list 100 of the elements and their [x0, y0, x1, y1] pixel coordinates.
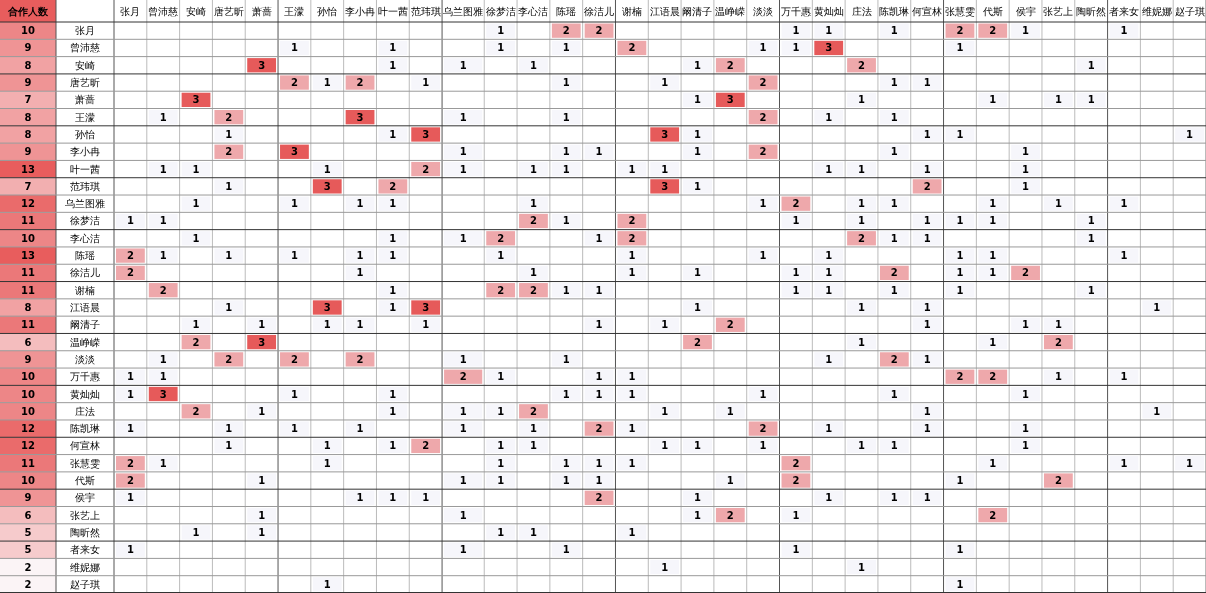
y-tick-label: 代斯 — [74, 475, 95, 487]
y2-tick-label: 11 — [21, 457, 35, 469]
data-label: 1 — [529, 198, 537, 210]
data-label: 1 — [858, 94, 866, 106]
data-label: 1 — [923, 405, 931, 417]
data-label: 1 — [989, 457, 997, 469]
data-label: 1 — [1186, 457, 1194, 469]
data-label: 1 — [562, 284, 570, 296]
data-label: 1 — [192, 526, 200, 538]
data-label: 2 — [989, 25, 997, 37]
y-tick-label: 赵子琪 — [70, 578, 100, 590]
data-label: 1 — [694, 302, 702, 313]
data-label: 2 — [989, 509, 997, 521]
data-label: 2 — [759, 423, 767, 435]
data-label: 1 — [956, 42, 964, 54]
data-label: 1 — [1022, 146, 1030, 158]
y-tick-label: 者来女 — [70, 544, 100, 556]
data-label: 1 — [225, 250, 233, 262]
data-label: 1 — [923, 353, 931, 365]
data-label: 2 — [792, 457, 800, 469]
x-tick-label: 徐梦洁 — [485, 5, 516, 17]
x-tick-label: 江语晨 — [649, 5, 680, 17]
data-label: 1 — [126, 423, 134, 435]
data-label: 1 — [562, 77, 570, 89]
data-label: 2 — [422, 163, 430, 175]
data-label: 2 — [759, 111, 767, 123]
data-label: 1 — [989, 215, 997, 227]
x-tick-label: 曾沛慈 — [148, 5, 179, 17]
data-label: 2 — [595, 25, 603, 37]
data-label: 1 — [459, 475, 467, 487]
data-label: 2 — [126, 475, 134, 487]
data-label: 1 — [459, 232, 467, 244]
data-label: 2 — [956, 25, 964, 37]
x-tick-label: 谢楠 — [621, 5, 642, 17]
data-label: 1 — [497, 475, 505, 487]
data-label: 1 — [792, 544, 800, 556]
data-label: 1 — [890, 388, 898, 400]
data-label: 1 — [562, 544, 570, 556]
data-label: 3 — [661, 180, 669, 192]
y-tick-label: 陈瑶 — [75, 250, 95, 262]
y2-tick-label: 10 — [21, 405, 35, 417]
data-label: 1 — [389, 232, 397, 244]
data-label: 1 — [1087, 232, 1095, 244]
x-tick-label: 维妮娜 — [1141, 5, 1172, 17]
data-label: 1 — [1153, 405, 1161, 417]
data-label: 2 — [890, 353, 898, 365]
data-label: 1 — [890, 25, 898, 37]
y-tick-label: 陶昕然 — [70, 526, 100, 538]
data-label: 1 — [661, 319, 669, 331]
data-label: 1 — [126, 388, 134, 400]
data-label: 1 — [661, 163, 669, 175]
x-tick-label: 陈瑶 — [556, 5, 577, 17]
data-label: 2 — [497, 232, 505, 244]
y-tick-label: 叶一茜 — [70, 163, 100, 175]
y-tick-label: 阚清子 — [70, 319, 100, 331]
data-label: 2 — [628, 215, 636, 227]
y-tick-label: 温峥嵘 — [70, 336, 100, 348]
data-label: 1 — [694, 128, 702, 140]
data-label: 2 — [759, 146, 767, 158]
data-label: 1 — [858, 215, 866, 227]
data-label: 1 — [225, 180, 233, 192]
x-tick-label: 陶昕然 — [1076, 5, 1107, 17]
data-label: 2 — [628, 232, 636, 244]
data-label: 1 — [595, 457, 603, 469]
data-label: 1 — [890, 492, 898, 504]
data-label: 1 — [323, 440, 331, 452]
data-label: 1 — [792, 25, 800, 37]
data-label: 1 — [759, 42, 767, 54]
data-label: 1 — [694, 440, 702, 452]
y2-tick-label: 13 — [21, 250, 35, 262]
data-label: 1 — [323, 578, 331, 590]
data-label: 2 — [923, 180, 931, 192]
x-tick-label: 徐洁儿 — [584, 5, 615, 17]
data-label: 1 — [628, 371, 636, 383]
data-label: 1 — [694, 492, 702, 504]
x-tick-label: 唐艺昕 — [213, 5, 244, 17]
y2-tick-label: 9 — [24, 42, 32, 54]
x-tick-label: 温峥嵘 — [715, 5, 746, 17]
x-tick-label: 张月 — [120, 5, 141, 17]
y2-tick-label: 12 — [21, 198, 35, 210]
data-label: 1 — [825, 423, 833, 435]
y2-tick-label: 12 — [21, 440, 35, 452]
data-label: 2 — [858, 59, 866, 71]
data-label: 1 — [356, 492, 364, 504]
data-label: 1 — [290, 388, 298, 400]
data-label: 1 — [459, 509, 467, 521]
data-label: 2 — [694, 336, 702, 348]
data-label: 1 — [159, 250, 167, 262]
data-label: 1 — [956, 215, 964, 227]
data-label: 1 — [562, 475, 570, 487]
data-label: 1 — [159, 111, 167, 123]
data-label: 1 — [258, 526, 266, 538]
data-label: 1 — [628, 526, 636, 538]
data-label: 1 — [595, 371, 603, 383]
data-label: 1 — [126, 215, 134, 227]
data-label: 1 — [628, 388, 636, 400]
data-label: 1 — [389, 198, 397, 210]
data-label: 1 — [595, 388, 603, 400]
data-label: 1 — [923, 215, 931, 227]
data-label: 1 — [1120, 457, 1128, 469]
